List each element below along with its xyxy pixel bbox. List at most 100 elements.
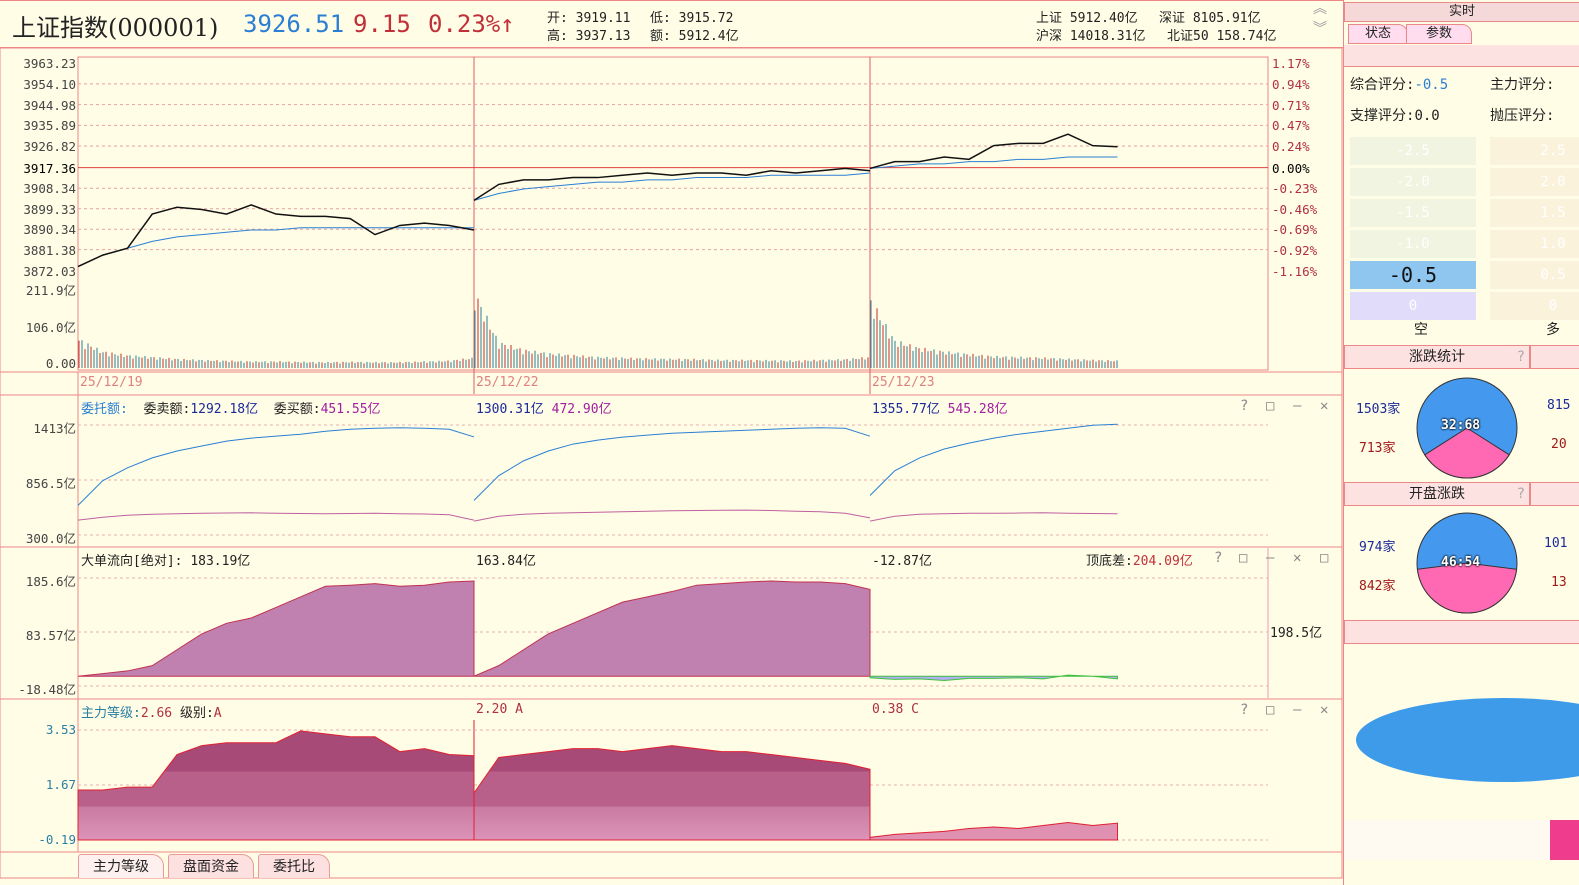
bigorder-area — [473, 580, 871, 677]
entrust-title: 委托额: — [81, 402, 128, 417]
price-tick: 3899.33 — [23, 201, 76, 217]
price-tick: 3963.23 — [23, 56, 76, 71]
restore-icon[interactable]: □ — [1320, 550, 1329, 566]
buy-label: 委买额: — [273, 402, 321, 417]
open-down-count-2: 13 — [1551, 575, 1567, 590]
amount-value: 5912.4亿 — [678, 29, 739, 44]
pct-tick: -0.92% — [1272, 242, 1318, 258]
gauge-bar — [1550, 820, 1579, 860]
mainforce-header: 主力等级:2.66 级别:A — [81, 702, 222, 721]
level-label: 级别: — [179, 706, 214, 721]
amount-label: 额: — [650, 29, 671, 44]
pct-tick: 0.94% — [1272, 76, 1310, 92]
help-icon[interactable]: ? — [1240, 398, 1249, 414]
stats-title-text: 涨跌统计 — [1409, 349, 1465, 365]
hs-turnover: 沪深 14018.31亿 — [1036, 29, 1146, 44]
low-value: 3915.72 — [678, 11, 734, 26]
open-pie-pink — [1416, 562, 1518, 614]
chart-canvas[interactable] — [0, 0, 1343, 885]
tab-mainforce-level[interactable]: 主力等级 — [78, 854, 164, 878]
bigorder-right-label: 198.5亿 — [1270, 626, 1323, 641]
price-change: 9.15 — [353, 10, 411, 38]
short-score-cell: -1.0 — [1350, 230, 1476, 258]
section-header — [1530, 482, 1579, 506]
help-icon[interactable]: ? — [1214, 550, 1223, 566]
sell-value: 1292.18亿 — [190, 402, 259, 417]
scroll-up-icon[interactable]: ︽ — [1313, 1, 1327, 17]
mainforce-day2: 2.20 A — [476, 702, 523, 717]
buy-value: 451.55亿 — [320, 402, 381, 417]
tab-status[interactable]: 状态 — [1348, 24, 1408, 44]
entrust-buy-line — [77, 512, 475, 521]
amount-stat: 额: 5912.4亿 — [650, 25, 739, 44]
price-tick: 3926.82 — [23, 139, 76, 155]
price-tick: 3881.38 — [23, 242, 76, 258]
entrust-day3: 1355.77亿 545.28亿 — [872, 398, 1008, 417]
score-value: -0.5 — [1414, 77, 1449, 93]
bigorder-day2: 163.84亿 — [476, 554, 536, 569]
pct-tick: 0.47% — [1272, 118, 1310, 134]
entrust-sell-line — [869, 423, 1118, 496]
min-icon[interactable]: — — [1266, 550, 1275, 566]
short-score-cell: 0 — [1350, 292, 1476, 320]
score-label: 综合评分: — [1350, 77, 1415, 93]
buy-value: 472.90亿 — [551, 402, 612, 417]
last-price: 3926.51 — [243, 10, 345, 38]
index-title: 上证指数(000001) — [12, 14, 219, 42]
close-icon[interactable]: ✕ — [1320, 702, 1329, 718]
open-stat: 开: 3919.11 — [547, 7, 630, 26]
mainforce-area — [869, 822, 1118, 841]
min-icon[interactable]: — — [1293, 398, 1302, 414]
high-label: 高: — [547, 29, 568, 44]
sell-value: 1300.31亿 — [476, 402, 544, 417]
support-score: 支撑评分:0.0 — [1350, 105, 1440, 125]
pct-tick: -0.46% — [1272, 201, 1318, 217]
mainforce-area — [77, 730, 475, 841]
help-icon[interactable]: ? — [1240, 702, 1249, 718]
entrust-buy-line — [869, 512, 1118, 522]
open-label: 开: — [547, 11, 568, 26]
bigorder-header: 大单流向[绝对]: 183.19亿 — [81, 550, 250, 569]
down-count-2: 20 — [1551, 437, 1567, 452]
entrust-header: 委托额: 委卖额:1292.18亿 委买额:451.55亿 — [81, 398, 381, 417]
mainforce-axis: -0.19 — [38, 832, 76, 847]
price-tick: 3944.98 — [23, 97, 76, 113]
date-label: 25/12/23 — [872, 375, 935, 390]
tab-entrust-ratio[interactable]: 委托比 — [258, 854, 330, 878]
pie-ratio: 46:54 — [1441, 555, 1481, 570]
price-tick: 3917.36 — [23, 160, 76, 176]
level-value: A — [213, 706, 222, 721]
price-line — [473, 167, 871, 201]
mainforce-title: 主力等级: — [81, 706, 141, 721]
tab-params[interactable]: 参数 — [1406, 24, 1472, 44]
close-icon[interactable]: ✕ — [1293, 550, 1302, 566]
mainforce-value: 2.66 — [140, 706, 173, 721]
entrust-axis: 1413亿 — [33, 421, 76, 436]
price-tick: 3954.10 — [23, 76, 76, 92]
max-icon[interactable]: □ — [1239, 550, 1248, 566]
short-score-cell: -1.5 — [1350, 199, 1476, 227]
short-score-cell: -2.0 — [1350, 168, 1476, 196]
entrust-day2: 1300.31亿 472.90亿 — [476, 398, 612, 417]
close-icon[interactable]: ✕ — [1320, 398, 1329, 414]
scroll-down-icon[interactable]: ︾ — [1313, 21, 1327, 37]
mainforce-day3: 0.38 C — [872, 702, 919, 717]
help-icon[interactable]: ? — [1516, 349, 1525, 365]
long-score-cell: 0.5 — [1490, 261, 1579, 289]
chart-frame — [0, 47, 1343, 879]
open-stats-title: 开盘涨跌? — [1344, 482, 1530, 506]
help-icon[interactable]: ? — [1516, 486, 1525, 502]
max-icon[interactable]: □ — [1266, 702, 1275, 718]
entrust-sell-line — [473, 427, 871, 501]
realtime-tab[interactable]: 实时 — [1344, 2, 1579, 22]
min-icon[interactable]: — — [1293, 702, 1302, 718]
diff-label: 顶底差: — [1086, 554, 1133, 569]
right-graphics — [1344, 377, 1579, 860]
down-count: 713家 — [1359, 441, 1396, 456]
tab-board-funds[interactable]: 盘面资金 — [168, 854, 254, 878]
long-score-cell: 2.5 — [1490, 137, 1579, 165]
pct-tick: -0.69% — [1272, 222, 1318, 238]
buy-value: 545.28亿 — [947, 402, 1008, 417]
max-icon[interactable]: □ — [1266, 398, 1275, 414]
pressure-score-label: 抛压评分: — [1490, 108, 1555, 124]
